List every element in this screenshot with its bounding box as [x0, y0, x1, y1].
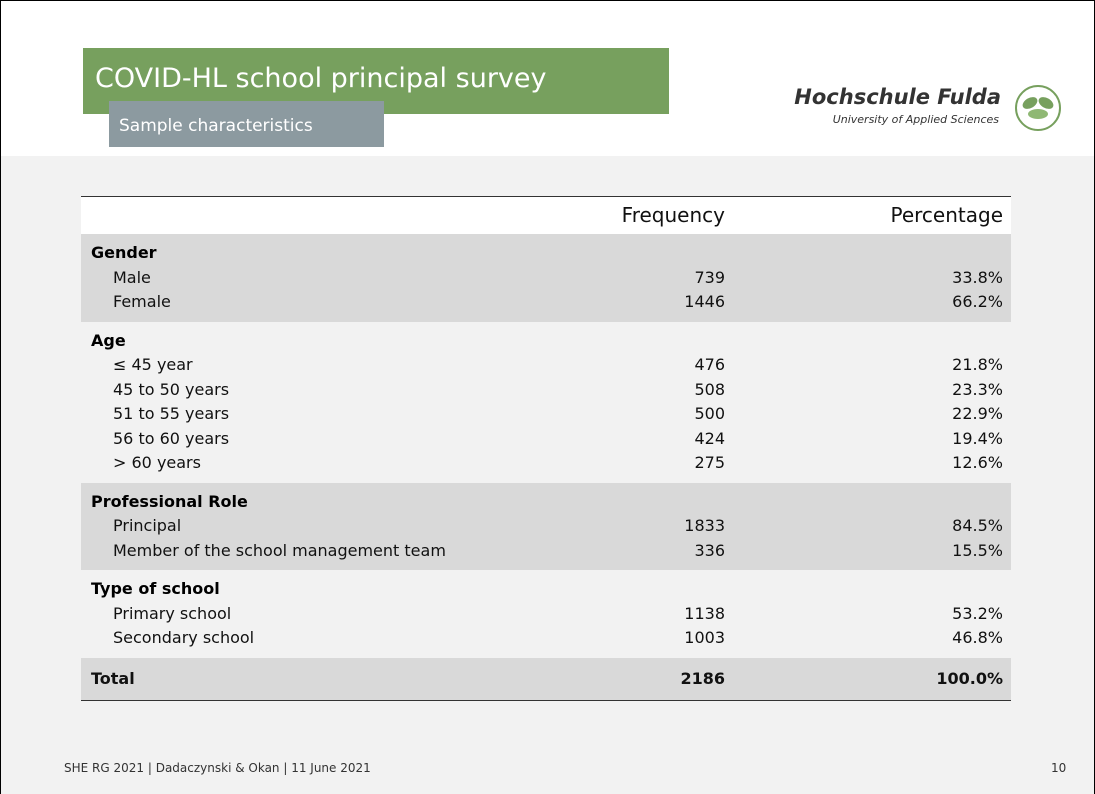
cell: Male	[113, 267, 151, 287]
table-row: > 60 years 275 12.6%	[81, 451, 1011, 476]
cell: Secondary school	[113, 628, 255, 647]
page-number: 10	[1051, 761, 1067, 775]
cell: 21.8%	[952, 355, 1003, 374]
cell: 12.6%	[952, 453, 1003, 472]
footer: SHE RG 2021 | Dadaczynski & Okan | 11 Ju…	[64, 761, 371, 775]
cell: 56 to 60 years	[113, 428, 230, 448]
group-label: Professional Role	[91, 491, 248, 511]
column-header	[81, 197, 605, 234]
cell: 84.5%	[952, 516, 1003, 535]
cell: 476	[694, 355, 725, 374]
cell: 46.8%	[952, 628, 1003, 647]
header-row: Frequency Percentage	[81, 197, 1011, 234]
table-row: Primary school 1138 53.2%	[81, 602, 1011, 627]
logo-icon	[1015, 85, 1061, 131]
table-row: 51 to 55 years 500 22.9%	[81, 402, 1011, 427]
group-label: Type of school	[91, 579, 220, 598]
row-group: Age ≤ 45 year 476 21.8% 45 to 50 years 508 23.…	[81, 321, 1011, 483]
cell: 1446	[684, 292, 725, 311]
cell: 1003	[684, 628, 725, 647]
total-row: Total 2186 100.0%	[81, 657, 1011, 700]
table-row: Male 739 33.8%	[81, 266, 1011, 291]
cell: 66.2%	[952, 292, 1003, 311]
table-row: 45 to 50 years 508 23.3%	[81, 378, 1011, 403]
cell: 275	[694, 453, 725, 472]
subtitle: Sample characteristics	[109, 101, 384, 147]
cell: 15.5%	[952, 540, 1003, 560]
cell: Principal	[113, 516, 182, 535]
cell: 22.9%	[952, 404, 1003, 423]
cell: Member of the school management team	[113, 540, 446, 560]
cell: 19.4%	[952, 428, 1003, 448]
cell: 508	[694, 379, 725, 399]
logo-tagline: University of Applied Sciences	[832, 113, 999, 126]
cell: 100.0%	[936, 668, 1003, 688]
cell: 336	[694, 540, 725, 560]
group-label: Gender	[91, 243, 157, 262]
cell: 739	[694, 267, 725, 287]
row-group: Professional Role Principal 1833 84.5% Membe…	[81, 482, 1011, 570]
table-row: Female 1446 66.2%	[81, 290, 1011, 315]
column-header: Percentage	[890, 203, 1003, 227]
table: Frequency Percentage Gender Male 739 33.8% Fem…	[81, 196, 1011, 701]
cell: 424	[694, 428, 725, 448]
cell: 500	[694, 404, 725, 423]
cell: 45 to 50 years	[113, 379, 230, 399]
cell: Primary school	[113, 603, 232, 623]
cell: 51 to 55 years	[113, 404, 230, 423]
group-label: Age	[91, 330, 126, 350]
cell: > 60 years	[113, 453, 201, 472]
cell: ≤ 45 year	[113, 355, 193, 374]
column-header: Frequency	[621, 203, 725, 227]
table-row: Secondary school 1003 46.8%	[81, 626, 1011, 651]
table-row: ≤ 45 year 476 21.8%	[81, 353, 1011, 378]
row-group: Type of school Primary school 1138 53.2% Sec…	[81, 570, 1011, 658]
cell: 33.8%	[952, 267, 1003, 287]
cell: 2186	[680, 668, 725, 688]
cell: Female	[113, 292, 171, 311]
cell: 23.3%	[952, 379, 1003, 399]
row-group: Gender Male 739 33.8% Female 1446 66.2%	[81, 234, 1011, 322]
cell: 53.2%	[952, 603, 1003, 623]
table-row: Principal 1833 84.5%	[81, 514, 1011, 539]
cell: Total	[91, 668, 135, 688]
table-row: 56 to 60 years 424 19.4%	[81, 427, 1011, 452]
logo-name: Hochschule Fulda	[794, 85, 1001, 109]
cell: 1833	[684, 516, 725, 535]
table-row: Member of the school management team 336 1…	[81, 539, 1011, 564]
cell: 1138	[684, 603, 725, 623]
